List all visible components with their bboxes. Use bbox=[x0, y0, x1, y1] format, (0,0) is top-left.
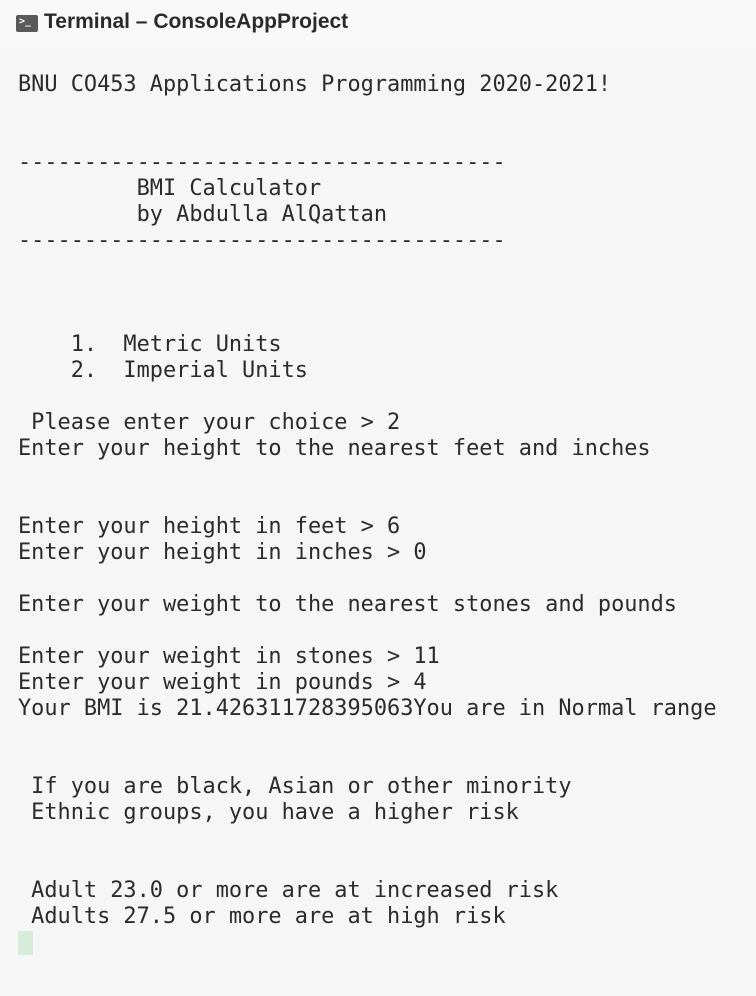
output-line: Ethnic groups, you have a higher risk bbox=[18, 800, 519, 825]
output-line: by Abdulla AlQattan bbox=[18, 202, 388, 227]
output-line: Adults 27.5 or more are at high risk bbox=[18, 904, 506, 929]
output-line: Enter your weight in stones > 11 bbox=[18, 644, 440, 669]
output-line: Enter your weight to the nearest stones … bbox=[18, 592, 677, 617]
output-line: If you are black, Asian or other minorit… bbox=[18, 774, 572, 799]
output-line: BMI Calculator bbox=[18, 176, 322, 201]
terminal-icon: >_ bbox=[16, 15, 38, 32]
output-line: Enter your weight in pounds > 4 bbox=[18, 670, 427, 695]
output-line: Your BMI is 21.426311728395063You are in… bbox=[18, 696, 717, 721]
output-line: BNU CO453 Applications Programming 2020-… bbox=[18, 72, 612, 97]
output-line: ------------------------------------- bbox=[18, 228, 506, 253]
title-bar: >_ Terminal – ConsoleAppProject bbox=[0, 0, 756, 50]
cursor bbox=[18, 931, 33, 955]
output-line: Enter your height to the nearest feet an… bbox=[18, 436, 651, 461]
window-title: Terminal – ConsoleAppProject bbox=[44, 10, 349, 33]
output-line: ------------------------------------- bbox=[18, 150, 506, 175]
output-line: 2. Imperial Units bbox=[18, 358, 308, 383]
output-line: Enter your height in feet > 6 bbox=[18, 514, 401, 539]
output-line: Adult 23.0 or more are at increased risk bbox=[18, 878, 559, 903]
output-line: Enter your height in inches > 0 bbox=[18, 540, 427, 565]
output-line: 1. Metric Units bbox=[18, 332, 282, 357]
output-line: Please enter your choice > 2 bbox=[18, 410, 401, 435]
